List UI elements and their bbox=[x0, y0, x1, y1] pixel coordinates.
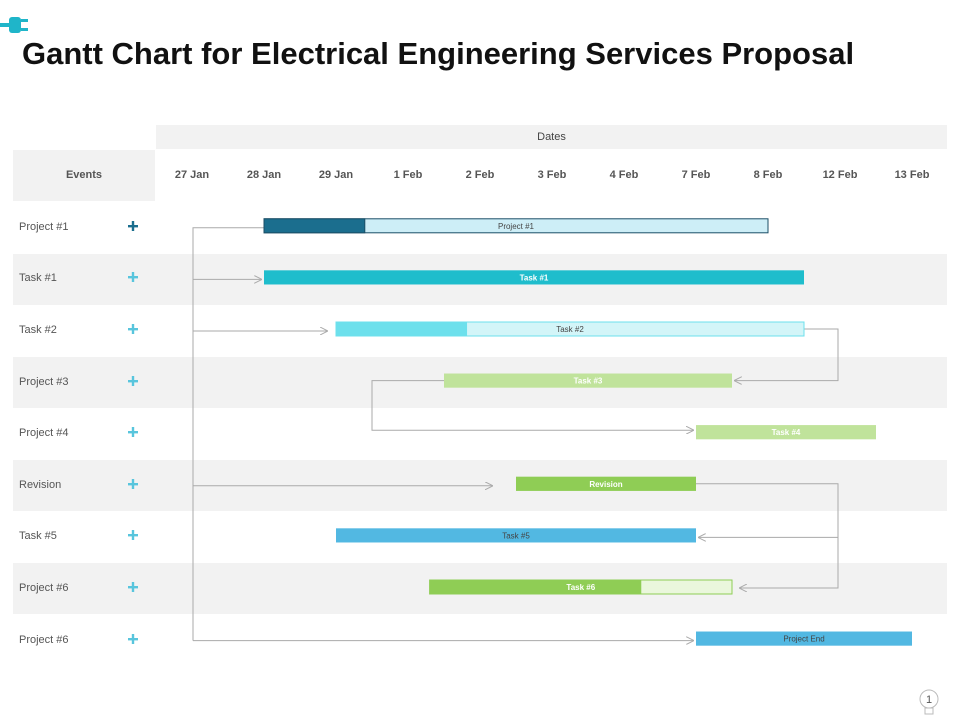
plus-icon[interactable] bbox=[127, 323, 139, 335]
gantt-bar: Revision bbox=[516, 476, 696, 491]
lightbulb-page-number-icon: 1 bbox=[919, 689, 939, 715]
gantt-bar: Project #1 bbox=[263, 218, 769, 234]
gantt-bar: Task #3 bbox=[444, 373, 732, 388]
date-tick-label: 2 Feb bbox=[465, 169, 495, 181]
bar-progress bbox=[264, 270, 804, 285]
bar-progress bbox=[263, 218, 366, 234]
event-label: Task #1 bbox=[19, 272, 57, 285]
plug-logo-icon bbox=[0, 17, 28, 33]
event-label: Project #6 bbox=[19, 633, 69, 646]
event-label: Project #6 bbox=[19, 582, 69, 594]
connector-arrow bbox=[371, 380, 693, 431]
bar-label: Task #5 bbox=[502, 531, 530, 540]
bar-label: Project #1 bbox=[498, 222, 535, 231]
bar-label: Task #1 bbox=[520, 273, 549, 282]
plus-icon[interactable] bbox=[127, 529, 139, 541]
date-tick-label: 29 Jan bbox=[318, 169, 354, 181]
gantt-bar: Task #6 bbox=[429, 579, 733, 595]
bar-progress bbox=[336, 322, 468, 336]
bar-progress bbox=[696, 631, 912, 646]
bar-progress bbox=[429, 580, 642, 594]
page-title: Gantt Chart for Electrical Engineering S… bbox=[22, 36, 855, 71]
bar-label: Task #2 bbox=[556, 325, 584, 334]
plus-icon[interactable] bbox=[127, 478, 139, 490]
gantt-bar: Task #5 bbox=[336, 528, 696, 543]
plus-icon[interactable] bbox=[127, 581, 139, 593]
gantt-bar: Task #2 bbox=[335, 321, 805, 337]
date-tick-label: 7 Feb bbox=[681, 169, 711, 181]
connector-arrow bbox=[740, 537, 839, 588]
gantt-bar: Task #4 bbox=[696, 425, 876, 440]
bar-progress bbox=[516, 476, 696, 491]
connector-arrow bbox=[735, 328, 839, 381]
event-label: Project #3 bbox=[19, 375, 69, 388]
bar-progress bbox=[444, 373, 732, 388]
event-label: Revision bbox=[19, 478, 62, 491]
connector-trunk bbox=[192, 227, 264, 641]
date-tick-label: 3 Feb bbox=[537, 169, 567, 181]
event-label: Project #4 bbox=[19, 427, 69, 440]
dates-label: Dates bbox=[537, 131, 566, 143]
plus-icon[interactable] bbox=[127, 633, 139, 645]
plus-icon[interactable] bbox=[127, 271, 139, 283]
bar-label: Task #3 bbox=[574, 377, 603, 386]
connector-arrow bbox=[696, 483, 839, 538]
gantt-bar: Project End bbox=[696, 631, 912, 646]
date-tick-label: 13 Feb bbox=[894, 169, 930, 181]
bar-label: Task #4 bbox=[772, 428, 801, 437]
event-label: Project #1 bbox=[19, 220, 69, 233]
bar-label: Revision bbox=[589, 480, 622, 489]
date-tick-label: 28 Jan bbox=[246, 169, 282, 181]
dates-header-band: Dates bbox=[156, 125, 947, 149]
page-number: 1 bbox=[926, 694, 932, 706]
date-tick-label: 12 Feb bbox=[822, 169, 858, 181]
date-tick-label: 27 Jan bbox=[174, 169, 210, 181]
plus-icon[interactable] bbox=[127, 375, 139, 387]
date-tick-label: 1 Feb bbox=[393, 169, 423, 181]
date-axis: 27 Jan 28 Jan 29 Jan 1 Feb 2 Feb 3 Feb 4 Feb 7 … bbox=[156, 150, 947, 201]
event-label: Task #2 bbox=[19, 324, 57, 336]
events-header: Events bbox=[13, 150, 155, 201]
bar-progress bbox=[336, 528, 696, 543]
plus-icon[interactable] bbox=[127, 426, 139, 438]
plus-icon[interactable] bbox=[127, 220, 139, 232]
bar-label: Project End bbox=[783, 635, 824, 644]
bar-progress bbox=[696, 425, 876, 440]
date-tick-label: 8 Feb bbox=[753, 169, 783, 181]
bar-label: Task #6 bbox=[566, 583, 595, 592]
date-tick-label: 4 Feb bbox=[609, 169, 639, 181]
gantt-bar: Task #1 bbox=[264, 270, 804, 285]
event-label: Task #5 bbox=[19, 530, 57, 543]
